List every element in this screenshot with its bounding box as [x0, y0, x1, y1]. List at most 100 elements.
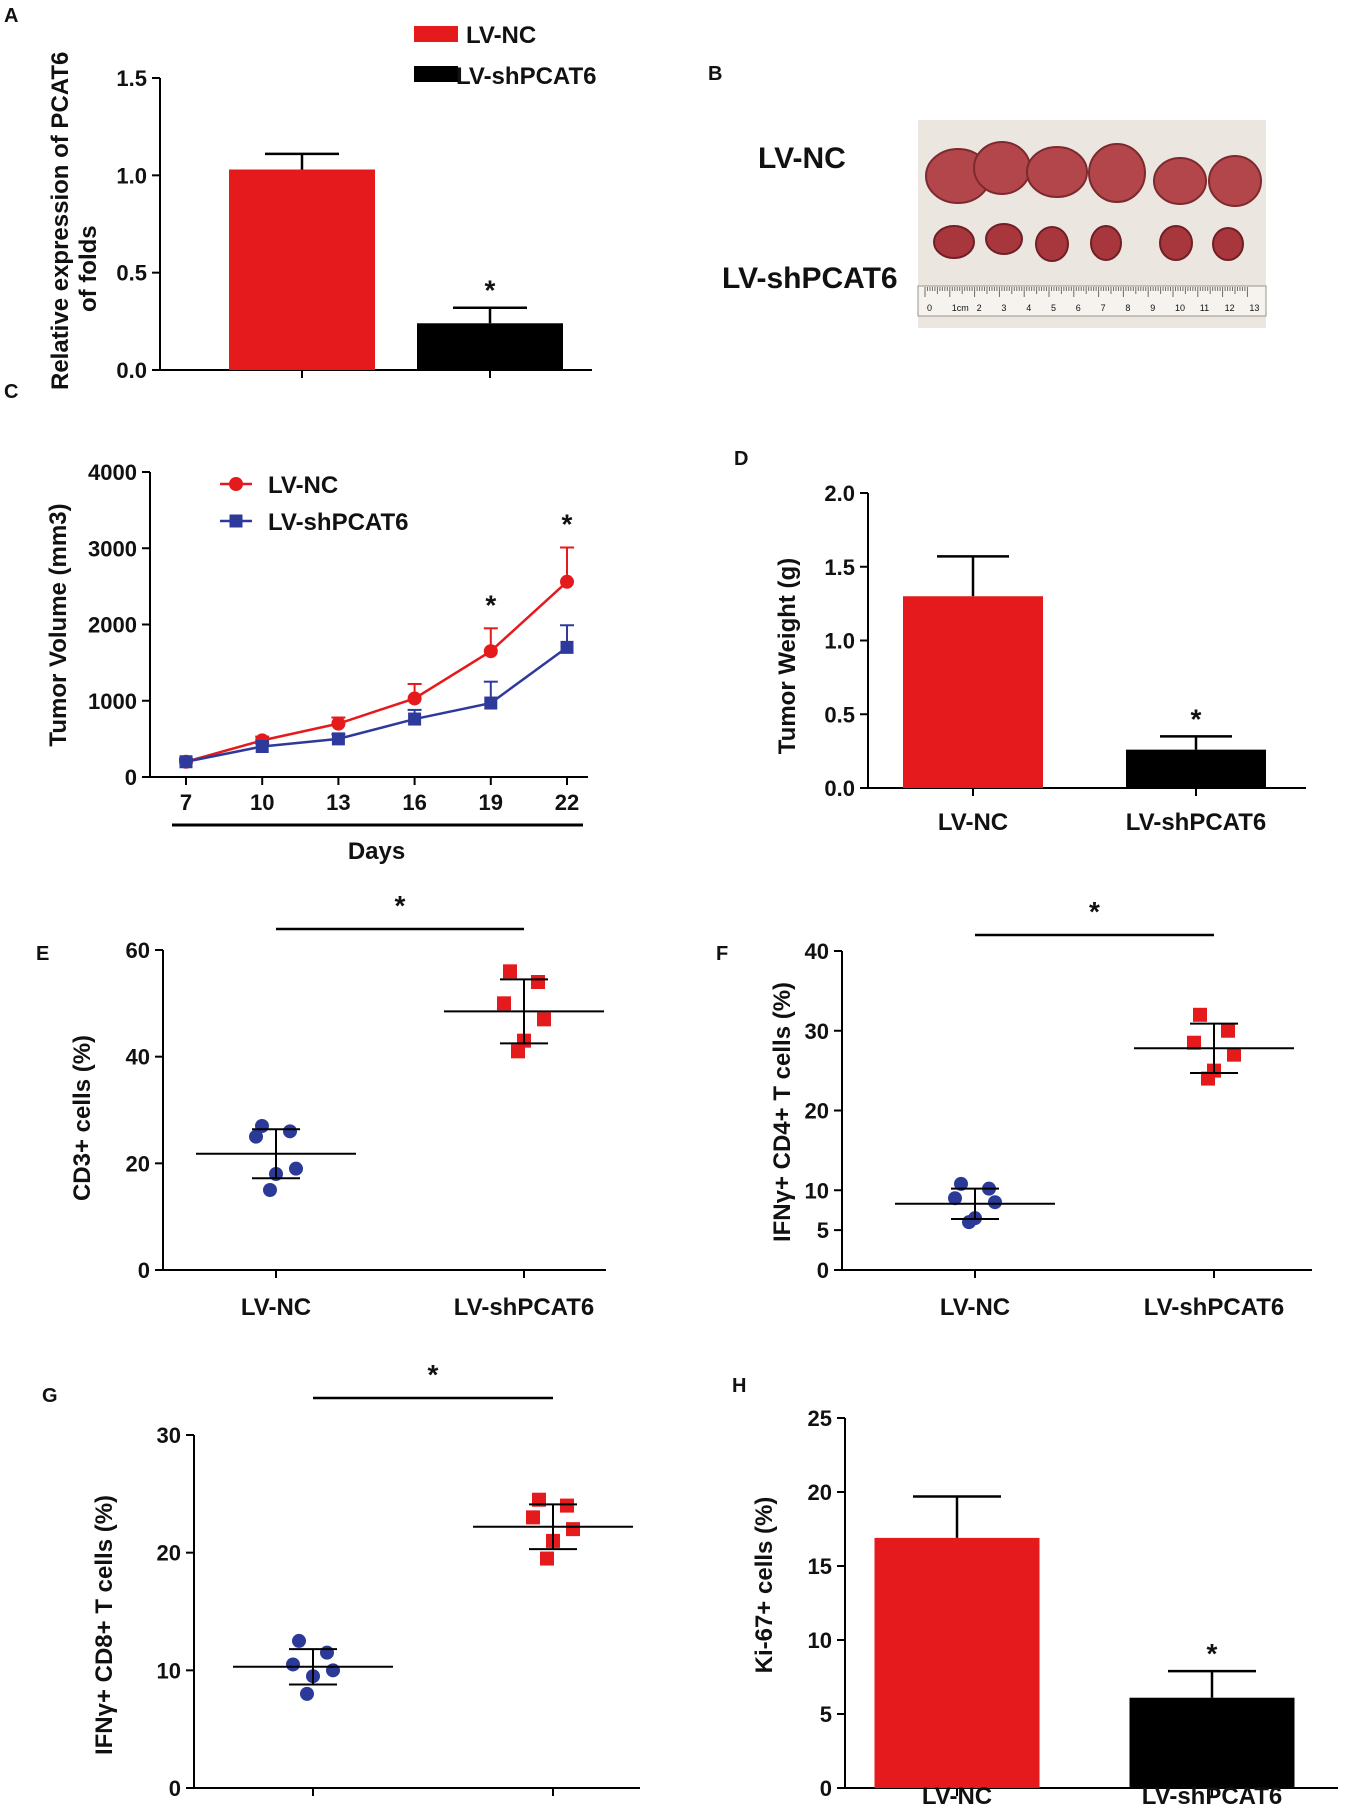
g-y-tick-label: 10: [157, 1658, 181, 1683]
f-y-tick-label: 30: [805, 1019, 829, 1044]
tumor-lv-nc: [1088, 143, 1146, 203]
panel-label-h: H: [732, 1375, 746, 1397]
d-y-tick-label: 0.0: [824, 776, 855, 801]
c-x-axis-label: Days: [348, 838, 405, 865]
f-point-lv-nc: [948, 1191, 962, 1206]
f-point-lv-nc: [962, 1215, 976, 1230]
chart-f: 0 5 10 20 30 40 LV-NC LV-shPCAT6 * IFNγ+ CD4+ T c…: [769, 896, 1312, 1321]
ruler-label: 10: [1175, 303, 1185, 313]
h-y-axis-label: Ki-67+ cells (%): [751, 1497, 778, 1674]
g-point-lv-shpcat6: [526, 1510, 540, 1525]
d-x-label-lv-shpcat6: LV-shPCAT6: [1126, 809, 1266, 836]
g-point-lv-nc: [326, 1663, 340, 1678]
h-bar-lv-shpcat6: [1129, 1697, 1295, 1788]
tumor-lv-shpcat6: [1212, 227, 1244, 261]
ruler-label: 8: [1125, 303, 1130, 313]
panel-label-f: F: [716, 943, 728, 965]
c-x-tick-label: 16: [402, 790, 426, 815]
g-y-tick-label: 20: [157, 1541, 181, 1566]
c-significance-star: *: [562, 508, 573, 539]
h-y-tick-label: 20: [808, 1480, 832, 1505]
c-point-lv-nc: [483, 644, 498, 659]
c-legend-marker-lv-shpcat6: [229, 514, 243, 528]
e-point-lv-nc: [249, 1129, 263, 1144]
ruler-labels: 0 1cm 2 3 4 5 6 7 8 9 10 11 12 13: [927, 303, 1259, 313]
g-point-lv-shpcat6: [540, 1551, 554, 1566]
c-point-lv-shpcat6: [484, 696, 498, 710]
e-point-lv-nc: [263, 1183, 277, 1197]
a-bar-lv-nc: [229, 169, 375, 370]
tumor-lv-nc: [1208, 155, 1262, 207]
e-y-axis-label: CD3+ cells (%): [69, 1035, 96, 1201]
f-y-tick-label: 5: [817, 1218, 829, 1243]
legend-label-lv-nc: LV-NC: [466, 22, 536, 49]
f-x-label-lv-nc: LV-NC: [940, 1294, 1010, 1321]
c-x-tick-label: 22: [555, 790, 579, 815]
f-y-tick-label: 20: [805, 1099, 829, 1124]
c-y-tick-label: 3000: [88, 536, 137, 561]
e-point-lv-shpcat6: [531, 975, 545, 989]
c-point-lv-shpcat6: [179, 755, 193, 769]
e-significance-star: *: [395, 890, 406, 921]
ruler-label: 5: [1051, 303, 1056, 313]
d-y-tick-label: 1.5: [824, 555, 855, 580]
f-y-tick-label: 40: [805, 939, 829, 964]
chart-c: 0 1000 2000 3000 4000 7 10 13 16 19 22 Days * * LV-NC L…: [45, 460, 588, 865]
d-bar-lv-nc: [903, 596, 1043, 788]
ruler-label: 3: [1001, 303, 1006, 313]
d-significance-star: *: [1191, 703, 1202, 734]
a-y-tick-label: 0.0: [116, 358, 147, 383]
ruler-ticks: [924, 287, 1248, 297]
c-point-lv-shpcat6: [255, 740, 269, 753]
c-x-tick-label: 19: [479, 790, 503, 815]
g-point-lv-nc: [286, 1657, 300, 1672]
a-y-tick-label: 1.5: [116, 66, 147, 91]
c-series-line-lv-nc: [185, 580, 568, 763]
panel-label-b: B: [708, 63, 722, 85]
e-y-tick-label: 20: [126, 1151, 150, 1176]
h-y-tick-label: 0: [820, 1776, 832, 1801]
f-point-lv-nc: [954, 1176, 968, 1191]
tumors-lv-nc: [925, 141, 1262, 207]
c-legend-label-lv-shpcat6: LV-shPCAT6: [268, 509, 408, 536]
legend-swatch-lv-shpcat6: [414, 66, 458, 82]
f-point-lv-nc: [988, 1195, 1002, 1210]
tumors-lv-shpcat6: [933, 223, 1244, 262]
chart-h: 0 5 10 15 20 25 * Ki-67+ cells (%) LV-NC LV-shPCA…: [751, 1406, 1338, 1805]
c-x-tick-label: 7: [180, 790, 192, 815]
chart-a: LV-NC LV-shPCAT6 Relative expression of …: [47, 22, 596, 390]
c-y-tick-label: 1000: [88, 689, 137, 714]
h-y-tick-label: 15: [808, 1554, 832, 1579]
e-y-tick-label: 60: [126, 938, 150, 963]
tumor-lv-nc: [1153, 157, 1207, 205]
tumor-lv-shpcat6: [1159, 225, 1193, 261]
g-point-lv-nc: [292, 1633, 306, 1648]
c-point-lv-shpcat6: [331, 732, 345, 746]
f-point-lv-shpcat6: [1193, 1007, 1207, 1022]
c-legend-marker-lv-nc: [229, 477, 243, 491]
c-y-tick-label: 2000: [88, 613, 137, 638]
ruler-label: 4: [1026, 303, 1031, 313]
f-significance-star: *: [1089, 896, 1100, 927]
c-y-axis-label: Tumor Volume (mm3): [45, 503, 72, 746]
g-y-axis-label: IFNγ+ CD8+ T cells (%): [91, 1495, 118, 1755]
h-y-tick-label: 25: [808, 1406, 832, 1431]
photo-label-lv-nc: LV-NC: [758, 142, 846, 175]
panel-label-c: C: [4, 381, 18, 403]
a-bar-lv-shpcat6: [417, 323, 563, 370]
f-point-lv-shpcat6: [1187, 1035, 1201, 1050]
ruler-label: 9: [1150, 303, 1155, 313]
c-point-lv-shpcat6: [408, 712, 422, 726]
f-point-lv-shpcat6: [1221, 1023, 1235, 1038]
g-y-tick-label: 0: [169, 1776, 181, 1801]
y-axis-label-a2: of folds: [75, 225, 102, 312]
e-point-lv-shpcat6: [511, 1044, 525, 1059]
y-axis-label-a1: Relative expression of PCAT6: [47, 52, 74, 390]
g-point-lv-nc: [320, 1645, 334, 1660]
f-point-lv-shpcat6: [1201, 1071, 1215, 1086]
c-point-lv-nc: [560, 574, 574, 589]
a-y-tick-label: 1.0: [116, 163, 147, 188]
chart-d: 0.0 0.5 1.0 1.5 2.0 LV-NC * LV-shPCAT6 Tumor Wei…: [774, 481, 1306, 836]
